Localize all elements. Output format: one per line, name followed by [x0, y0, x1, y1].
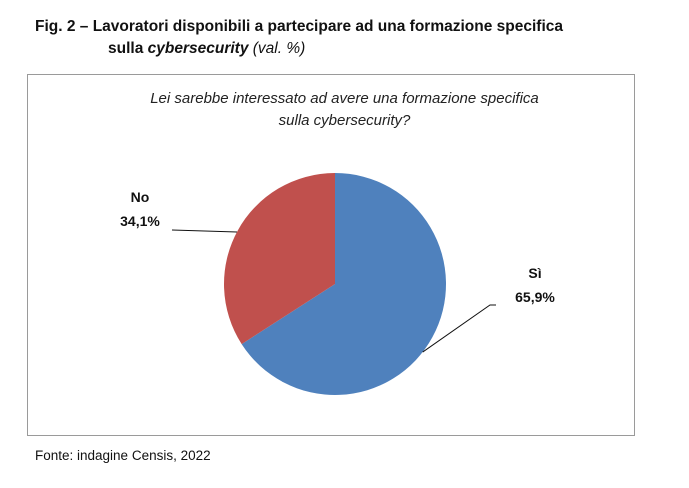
- source-note: Fonte: indagine Censis, 2022: [35, 448, 211, 463]
- title-text: sulla: [108, 40, 148, 57]
- title-unit: (val. %): [248, 40, 306, 57]
- title-italic: cybersecurity: [147, 40, 249, 57]
- question-line1: Lei sarebbe interessato ad avere una for…: [150, 90, 539, 107]
- slice-value-label: 65,9%: [515, 289, 555, 305]
- title-text: Fig. 2 – Lavoratori disponibili a partec…: [35, 18, 563, 35]
- pie-slice-no: [223, 173, 335, 345]
- slice-category-label: No: [131, 189, 150, 205]
- leader-line: [171, 229, 238, 233]
- figure-title: Fig. 2 – Lavoratori disponibili a partec…: [35, 16, 650, 60]
- figure-title-line2: sulla cybersecurity (val. %): [35, 38, 650, 60]
- pie-slice-si: [241, 173, 446, 395]
- slice-value-label: 34,1%: [120, 213, 160, 229]
- slice-category-label: Sì: [528, 265, 541, 281]
- question-line2: sulla cybersecurity?: [278, 112, 411, 129]
- chart-frame: [27, 74, 635, 436]
- figure-title-line1: Fig. 2 – Lavoratori disponibili a partec…: [35, 16, 650, 38]
- chart-question: Lei sarebbe interessato ad avere una for…: [0, 88, 689, 132]
- leader-line: [422, 304, 496, 353]
